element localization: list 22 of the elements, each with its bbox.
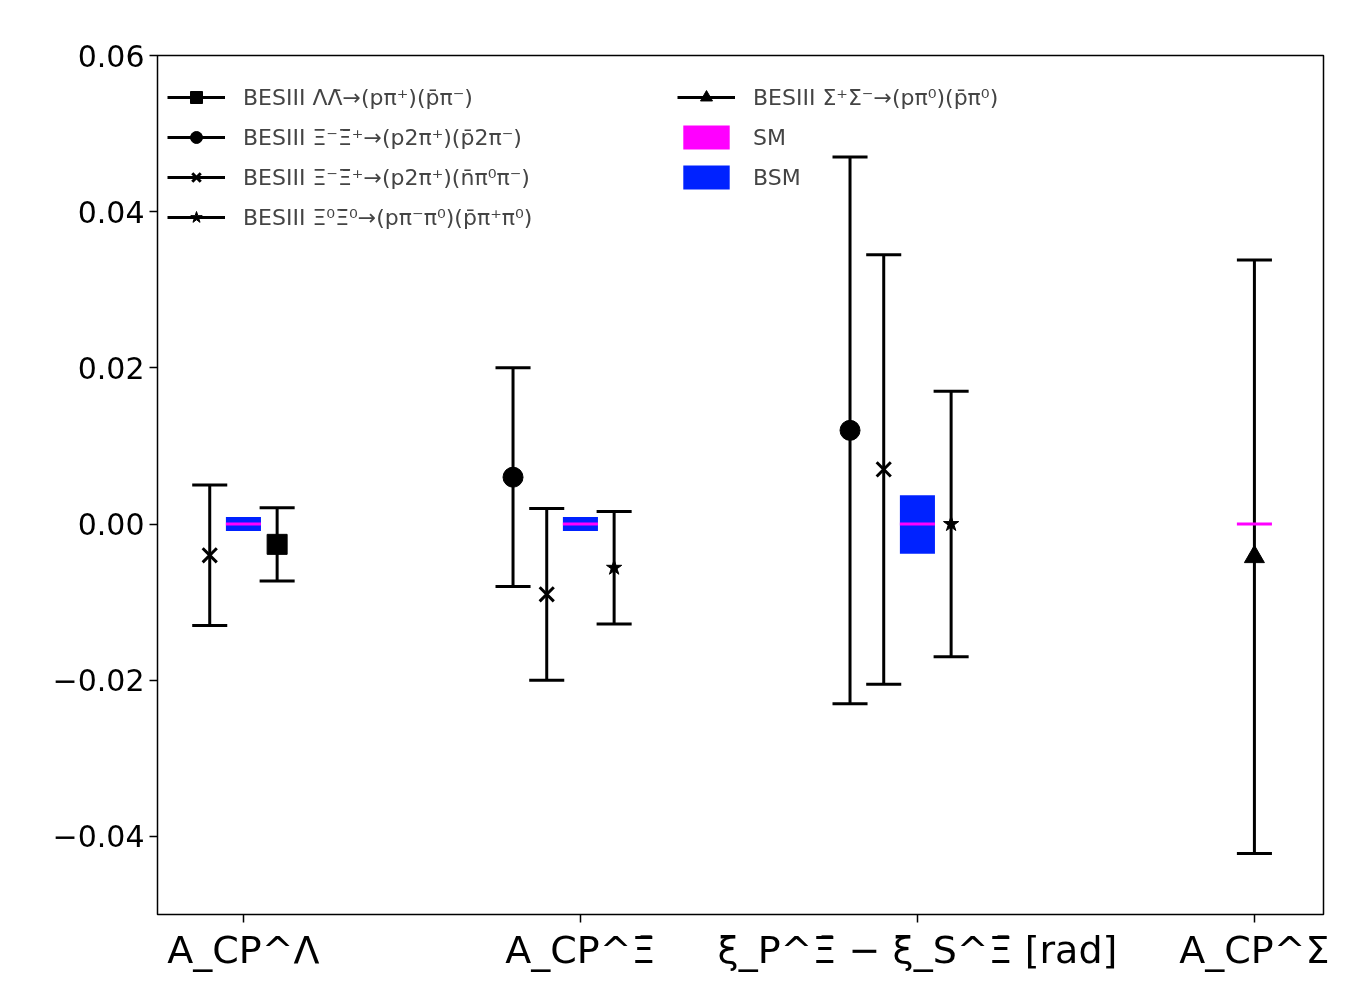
- y-tick-label: 0.00: [77, 507, 145, 543]
- bar: [899, 522, 935, 526]
- bar: [899, 495, 935, 554]
- y-tick-label: −0.02: [52, 663, 145, 699]
- x-tick-label: ξ_P^Ξ̄ − ξ_S^Ξ̄ [rad]: [717, 927, 1118, 972]
- x-tick-label: A_CP^Λ: [167, 927, 320, 972]
- legend-label: BESIII Ξ⁻Ξ̄⁺→(p2π⁺)(n̄π⁰π⁻): [243, 164, 530, 190]
- legend-label: BESIII ΛΛ̄→(pπ⁺)(p̄π⁻): [243, 84, 473, 110]
- y-tick-label: 0.02: [77, 350, 145, 386]
- y-tick-label: 0.06: [77, 38, 145, 74]
- legend-label: BESIII Ξ⁻Ξ̄⁺→(p2π⁺)(p̄2π⁻): [243, 124, 522, 150]
- legend-label: BESIII Ξ⁰Ξ̄⁰→(pπ⁻π⁰)(p̄π⁺π⁰): [243, 204, 533, 230]
- legend-label: BSM: [753, 164, 801, 190]
- bar: [225, 522, 261, 526]
- bar: [1236, 522, 1272, 526]
- legend-label: SM: [753, 124, 786, 150]
- x-tick-label: A_CP^Ξ̄: [505, 927, 656, 972]
- y-tick-label: −0.04: [52, 819, 145, 855]
- bar: [562, 522, 598, 526]
- y-tick-label: 0.04: [77, 194, 145, 230]
- legend-label: BESIII Σ⁺Σ̄⁻→(pπ⁰)(p̄π⁰): [753, 84, 999, 110]
- x-tick-label: A_CP^Σ: [1179, 927, 1330, 972]
